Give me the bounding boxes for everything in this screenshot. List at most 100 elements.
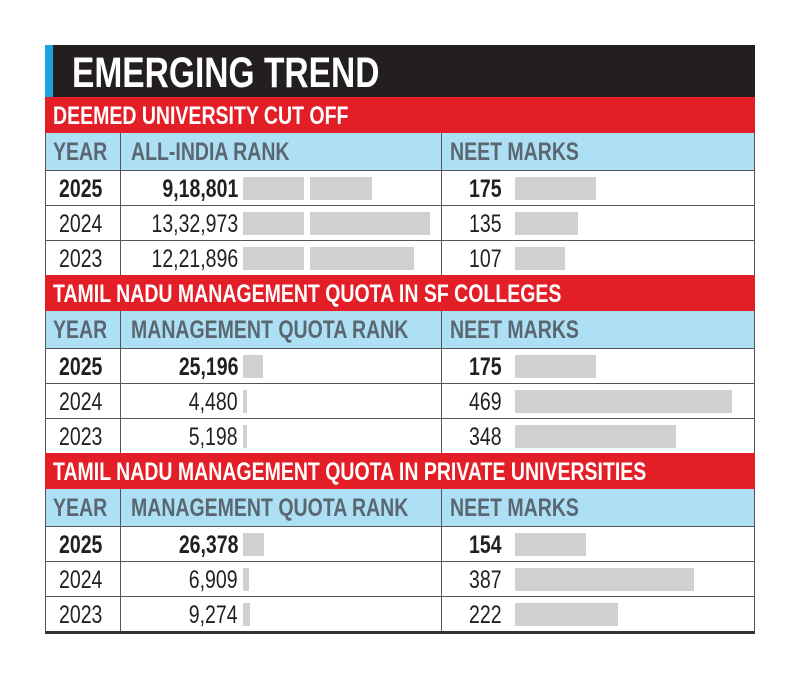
marks-cell: 175 <box>442 349 755 383</box>
column-header-row: YEAR MANAGEMENT QUOTA RANK NEET MARKS <box>45 311 755 348</box>
marks-cell: 469 <box>442 384 755 418</box>
table-row: 2023 5,198 348 <box>45 418 755 453</box>
rank-value: 25,196 <box>178 353 238 381</box>
rank-value: 12,21,896 <box>151 245 238 273</box>
rank-value: 9,274 <box>189 601 238 629</box>
marks-value: 348 <box>469 423 502 451</box>
rank-value: 26,378 <box>178 531 238 559</box>
year-value: 2023 <box>59 601 103 629</box>
marks-value: 107 <box>469 245 502 273</box>
marks-bar <box>515 247 565 270</box>
header-cell: NEET MARKS <box>442 311 755 348</box>
column-header: MANAGEMENT QUOTA RANK <box>131 494 409 522</box>
year-cell: 2025 <box>45 527 121 561</box>
marks-bar <box>515 177 597 200</box>
rank-value: 6,909 <box>189 566 238 594</box>
marks-value: 222 <box>469 601 502 629</box>
column-header: YEAR <box>53 494 108 522</box>
rank-cell: 9,274 <box>121 597 442 631</box>
title-bar: EMERGING TREND <box>45 45 755 97</box>
column-header-row: YEAR ALL-INDIA RANK NEET MARKS <box>45 133 755 170</box>
sections: DEEMED UNIVERSITY CUT OFF YEAR ALL-INDIA R… <box>45 97 755 631</box>
axis-break-gap <box>304 171 310 205</box>
section-heading-bar: TAMIL NADU MANAGEMENT QUOTA IN PRIVATE U… <box>45 453 755 489</box>
column-header: NEET MARKS <box>450 138 579 166</box>
marks-cell: 135 <box>442 206 755 240</box>
emerging-trend-table: EMERGING TREND DEEMED UNIVERSITY CUT OFF… <box>45 45 755 634</box>
table-row: 2025 26,378 154 <box>45 526 755 561</box>
marks-cell: 107 <box>442 241 755 275</box>
header-cell: YEAR <box>45 489 121 526</box>
year-value: 2024 <box>59 210 103 238</box>
year-value: 2023 <box>59 245 103 273</box>
marks-bar <box>515 212 578 235</box>
marks-cell: 387 <box>442 562 755 596</box>
marks-value: 175 <box>469 353 502 381</box>
table-row: 2025 9,18,801 175 <box>45 170 755 205</box>
rank-cell: 25,196 <box>121 349 442 383</box>
marks-cell: 175 <box>442 171 755 205</box>
column-header-row: YEAR MANAGEMENT QUOTA RANK NEET MARKS <box>45 489 755 526</box>
rank-cell: 4,480 <box>121 384 442 418</box>
marks-value: 469 <box>469 388 502 416</box>
header-cell: NEET MARKS <box>442 133 755 170</box>
column-header: ALL-INDIA RANK <box>131 138 290 166</box>
rank-bar <box>243 425 248 448</box>
section-heading-bar: TAMIL NADU MANAGEMENT QUOTA IN SF COLLEG… <box>45 275 755 311</box>
table-row: 2025 25,196 175 <box>45 348 755 383</box>
column-header: YEAR <box>53 138 108 166</box>
section-heading: TAMIL NADU MANAGEMENT QUOTA IN PRIVATE U… <box>53 458 647 486</box>
column-header: NEET MARKS <box>450 316 579 344</box>
section-heading: TAMIL NADU MANAGEMENT QUOTA IN SF COLLEG… <box>53 280 562 308</box>
year-value: 2024 <box>59 388 103 416</box>
year-cell: 2024 <box>45 562 121 596</box>
header-cell: MANAGEMENT QUOTA RANK <box>121 311 442 348</box>
year-cell: 2024 <box>45 384 121 418</box>
marks-value: 154 <box>469 531 502 559</box>
header-cell: YEAR <box>45 133 121 170</box>
year-cell: 2023 <box>45 419 121 453</box>
rank-bar <box>243 603 251 626</box>
table-row: 2024 4,480 469 <box>45 383 755 418</box>
rank-value: 13,32,973 <box>151 210 238 238</box>
marks-bar <box>515 390 733 413</box>
axis-break-gap <box>304 241 310 275</box>
year-value: 2023 <box>59 423 103 451</box>
table-title: EMERGING TREND <box>72 49 380 97</box>
marks-value: 135 <box>469 210 502 238</box>
rank-cell: 9,18,801 <box>121 171 442 205</box>
year-cell: 2024 <box>45 206 121 240</box>
rank-value: 5,198 <box>189 423 238 451</box>
rank-cell: 6,909 <box>121 562 442 596</box>
table-row: 2024 13,32,973 135 <box>45 205 755 240</box>
rank-bar <box>243 247 415 270</box>
rank-cell: 12,21,896 <box>121 241 442 275</box>
year-value: 2025 <box>59 531 103 559</box>
marks-cell: 154 <box>442 527 755 561</box>
rank-bar <box>243 390 247 413</box>
year-cell: 2023 <box>45 597 121 631</box>
year-cell: 2025 <box>45 171 121 205</box>
column-header: YEAR <box>53 316 108 344</box>
table-row: 2023 9,274 222 <box>45 596 755 631</box>
section-heading: DEEMED UNIVERSITY CUT OFF <box>53 102 349 130</box>
marks-bar <box>515 355 597 378</box>
year-value: 2024 <box>59 566 103 594</box>
rank-bar <box>243 568 249 591</box>
marks-bar <box>515 425 677 448</box>
header-cell: MANAGEMENT QUOTA RANK <box>121 489 442 526</box>
section-heading-bar: DEEMED UNIVERSITY CUT OFF <box>45 97 755 133</box>
accent-stripe <box>45 45 53 97</box>
rank-value: 9,18,801 <box>162 175 238 203</box>
marks-value: 387 <box>469 566 502 594</box>
table-row: 2023 12,21,896 107 <box>45 240 755 275</box>
header-cell: YEAR <box>45 311 121 348</box>
year-cell: 2023 <box>45 241 121 275</box>
marks-bar <box>515 603 618 626</box>
rank-bar <box>243 533 264 556</box>
rank-value: 4,480 <box>189 388 238 416</box>
table-row: 2024 6,909 387 <box>45 561 755 596</box>
marks-value: 175 <box>469 175 502 203</box>
header-cell: ALL-INDIA RANK <box>121 133 442 170</box>
rank-bar <box>243 355 264 378</box>
